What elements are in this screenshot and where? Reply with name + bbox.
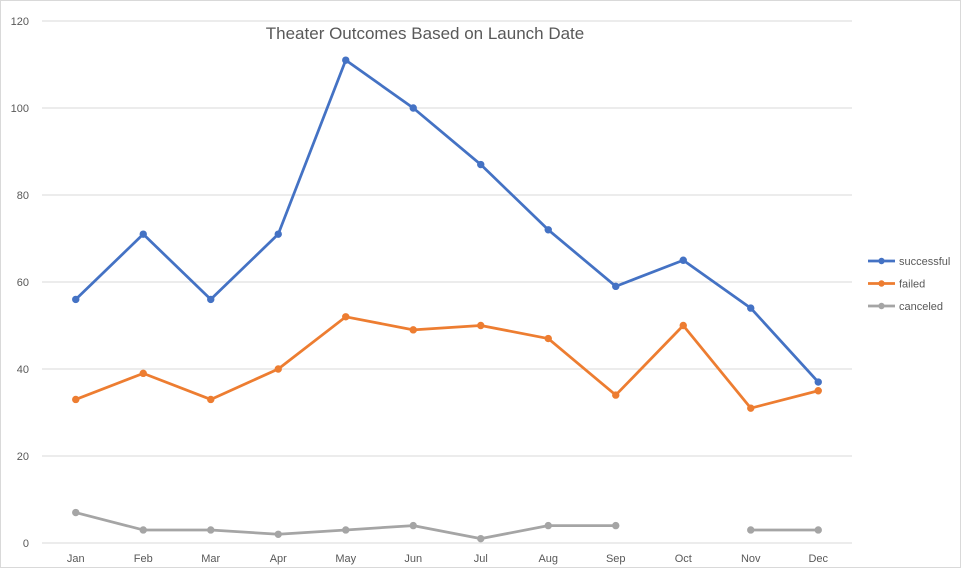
legend-label-canceled: canceled (899, 301, 943, 313)
data-point-successful (477, 160, 485, 169)
data-point-failed (679, 321, 687, 330)
legend-swatch-marker (878, 302, 885, 310)
x-tick-label: May (335, 553, 356, 565)
data-point-failed (612, 391, 620, 399)
data-point-successful (679, 256, 687, 264)
x-tick-label: Jan (67, 553, 85, 565)
x-tick-label: Oct (675, 553, 692, 565)
data-point-successful (612, 282, 620, 291)
x-tick-label: Dec (808, 553, 828, 565)
x-tick-label: Apr (270, 553, 287, 565)
data-point-canceled (72, 508, 80, 517)
data-point-canceled (477, 534, 485, 543)
y-tick-label: 40 (17, 364, 29, 376)
x-tick-label: Jun (404, 553, 422, 565)
data-point-failed (274, 365, 282, 373)
legend-label-successful: successful (899, 256, 950, 268)
y-tick-label: 20 (17, 451, 29, 463)
data-point-successful (747, 304, 755, 312)
series-line-failed (74, 315, 820, 410)
data-point-failed (747, 404, 755, 412)
data-point-successful (814, 378, 822, 386)
data-point-failed (207, 395, 215, 404)
x-axis-tick-labels: Jan Feb Mar Apr May Jun Jul Aug Sep Oct Nov Dec (67, 553, 829, 565)
data-point-canceled (274, 530, 282, 538)
data-point-canceled (409, 521, 417, 530)
data-point-canceled (207, 526, 215, 534)
gridlines (42, 20, 852, 544)
data-point-canceled (747, 526, 755, 534)
series-line-canceled (74, 511, 618, 541)
legend: successful failed canceled (868, 256, 950, 313)
y-axis-tick-labels: 0 20 40 60 80 100 120 (11, 16, 29, 550)
y-tick-label: 0 (23, 538, 29, 550)
series-line-successful (74, 58, 820, 384)
data-point-failed (72, 395, 80, 404)
data-point-failed (139, 369, 147, 378)
data-point-canceled (814, 526, 822, 534)
data-point-successful (207, 295, 215, 304)
data-point-successful (342, 56, 350, 64)
x-tick-label: Nov (741, 553, 761, 565)
data-point-canceled (139, 526, 147, 534)
legend-label-failed: failed (899, 279, 925, 291)
data-point-successful (544, 226, 552, 234)
x-tick-label: Aug (538, 553, 558, 565)
data-point-successful (274, 230, 282, 238)
data-point-successful (409, 104, 417, 112)
data-point-successful (72, 295, 80, 304)
chart-title: Theater Outcomes Based on Launch Date (266, 24, 584, 43)
series-lines (72, 56, 822, 543)
y-tick-label: 80 (17, 190, 29, 202)
x-tick-label: Sep (606, 553, 626, 565)
data-point-failed (477, 321, 485, 330)
data-point-failed (342, 313, 350, 321)
data-point-canceled (342, 526, 350, 534)
data-point-failed (409, 326, 417, 334)
data-point-canceled (544, 521, 552, 530)
y-tick-label: 60 (17, 277, 29, 289)
data-point-failed (544, 334, 552, 343)
y-tick-label: 100 (11, 103, 29, 115)
x-tick-label: Feb (134, 553, 153, 565)
data-point-failed (814, 387, 822, 395)
legend-swatch-marker (878, 257, 885, 265)
x-tick-label: Mar (201, 553, 220, 565)
x-tick-label: Jul (474, 553, 488, 565)
y-tick-label: 120 (11, 16, 29, 28)
data-point-canceled (612, 521, 620, 530)
data-point-successful (139, 230, 147, 238)
legend-swatch-marker (878, 280, 885, 287)
